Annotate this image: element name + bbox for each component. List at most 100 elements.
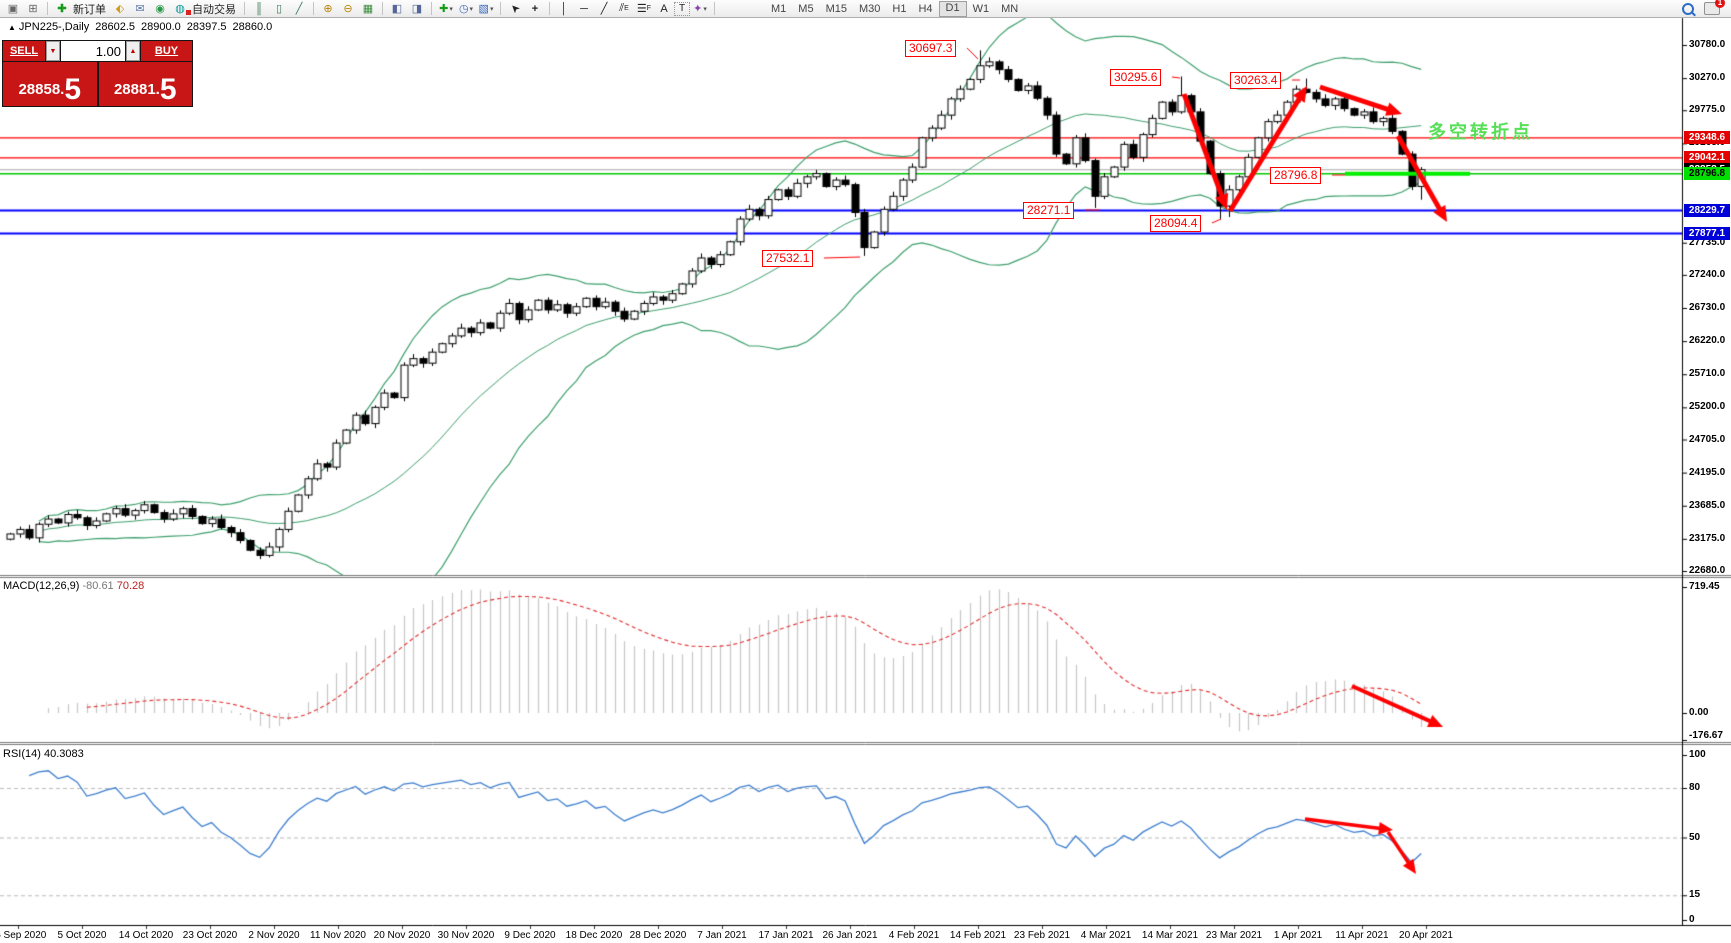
sell-price-main: 28858	[18, 81, 61, 98]
auto-arrange-icon[interactable]: ◧	[391, 3, 403, 15]
text-label-tool-icon[interactable]: T	[674, 1, 690, 16]
price-annotation-label[interactable]: 27532.1	[762, 250, 814, 267]
separator	[313, 2, 314, 15]
date-axis-label: 30 Nov 2020	[437, 930, 495, 941]
chat-icon[interactable]: 1	[1704, 0, 1725, 15]
sell-price-display[interactable]: 28858. 5	[3, 62, 97, 106]
vertical-line-tool-icon[interactable]: │	[560, 2, 568, 15]
timeframe-h1-button[interactable]: H1	[892, 2, 907, 15]
timeframe-w1-button[interactable]: W1	[972, 2, 990, 15]
separator	[500, 2, 501, 15]
cursor-tool-icon[interactable]: ➤	[507, 0, 523, 16]
date-axis-label: 23 Oct 2020	[182, 930, 238, 941]
symbol-close: 28860.0	[232, 21, 273, 33]
chart-window-icon[interactable]: ▣	[7, 3, 19, 15]
publish-icon[interactable]: ✉	[135, 3, 145, 15]
axis-price-label: 27735.0	[1689, 236, 1726, 248]
axis-price-label: 23685.0	[1689, 499, 1726, 511]
separator	[549, 2, 550, 15]
date-axis-label: 28 Dec 2020	[629, 930, 687, 941]
date-axis-label: 14 Feb 2021	[949, 930, 1007, 941]
price-annotation-label[interactable]: 30697.3	[905, 40, 957, 57]
price-annotation-label[interactable]: 28796.8	[1270, 167, 1322, 184]
line-chart-type-icon[interactable]: ╱	[295, 3, 303, 15]
new-order-icon[interactable]: ✚	[57, 3, 67, 15]
period-clock-icon[interactable]: ◷ ▾	[458, 3, 474, 15]
symbol-name: JPN225-,Daily	[18, 21, 90, 33]
price-annotation-label[interactable]: 30263.4	[1230, 72, 1282, 89]
sell-button[interactable]: SELL	[3, 41, 45, 61]
axis-price-label: 23175.0	[1689, 532, 1726, 544]
buy-price-display[interactable]: 28881. 5	[98, 62, 192, 106]
date-axis-label: 26 Jan 2021	[822, 930, 878, 941]
arrows-tool-icon[interactable]: ✦ ▾	[693, 3, 707, 15]
bar-chart-type-icon[interactable]: ║	[255, 2, 263, 15]
timeframe-m30-button[interactable]: M30	[858, 2, 881, 15]
new-order-button[interactable]: 新订单	[73, 3, 106, 16]
buy-price-decimal: 5	[159, 73, 177, 106]
trendline-tool-icon[interactable]: ╱	[600, 3, 608, 15]
axis-price-badge: 29042.1	[1684, 151, 1730, 165]
candlestick-type-icon[interactable]: ▯	[275, 3, 283, 15]
rsi-axis-label: 0	[1689, 914, 1695, 925]
buy-button[interactable]: BUY	[141, 41, 192, 61]
date-axis-label: 4 Feb 2021	[888, 930, 940, 941]
buy-price-point: .	[155, 81, 160, 98]
price-annotation-label[interactable]: 28094.4	[1150, 215, 1202, 232]
buy-price-main: 28881	[113, 81, 156, 98]
rsi-pane-label: RSI(14) 40.3083	[3, 748, 84, 760]
text-tool-icon[interactable]: A	[660, 2, 668, 15]
axis-price-label: 25710.0	[1689, 368, 1726, 380]
zoom-out-icon[interactable]: ⊖	[343, 3, 353, 15]
axis-price-label: 30780.0	[1689, 39, 1726, 50]
volume-up-stepper[interactable]: ▲	[126, 41, 140, 61]
separator	[47, 2, 48, 15]
zoom-in-icon[interactable]: ⊕	[323, 3, 333, 15]
date-axis-label: 25 Sep 2020	[0, 930, 47, 941]
collapse-triangle-icon[interactable]: ▲	[8, 23, 16, 32]
axis-price-label: 22680.0	[1689, 565, 1726, 576]
timeframe-h4-button[interactable]: H4	[918, 2, 933, 15]
turning-point-annotation: 多空转折点	[1428, 122, 1533, 142]
separator	[431, 2, 432, 15]
macd-name: MACD(12,26,9)	[3, 580, 80, 592]
volume-input[interactable]: 1.00	[61, 41, 125, 61]
date-axis-label: 23 Mar 2021	[1205, 930, 1263, 941]
volume-down-stepper[interactable]: ▼	[46, 41, 60, 61]
axis-price-badge: 27877.1	[1684, 227, 1730, 240]
axis-price-badge: 28229.7	[1684, 204, 1730, 218]
crosshair-tool-icon[interactable]: +	[531, 2, 539, 15]
horizontal-line-tool-icon[interactable]: ─	[580, 2, 588, 15]
axis-price-label: 25200.0	[1689, 401, 1726, 413]
macd-axis-label: 719.45	[1689, 581, 1720, 592]
add-indicator-icon[interactable]: ✚ ▾	[439, 3, 453, 15]
timeframe-m5-button[interactable]: M5	[798, 2, 814, 15]
market-watch-icon[interactable]: ⊞	[28, 3, 38, 15]
price-annotation-label[interactable]: 28271.1	[1023, 202, 1075, 219]
chart-shift-icon[interactable]: ◨	[411, 3, 423, 15]
symbol-low: 28397.5	[186, 21, 227, 33]
channel-tool-icon[interactable]: ⫽ E	[619, 2, 629, 14]
autotrade-icon[interactable]: ◍	[175, 3, 185, 15]
signals-icon[interactable]: ◉	[155, 3, 165, 15]
search-icon[interactable]	[1682, 2, 1694, 15]
timeframe-m15-button[interactable]: M15	[825, 2, 847, 15]
tile-windows-icon[interactable]: ▦	[362, 3, 374, 15]
price-annotation-label[interactable]: 30295.6	[1110, 69, 1162, 86]
autotrade-stopped-dot	[186, 9, 191, 15]
fibonacci-tool-icon[interactable]: ☰ F	[636, 3, 652, 15]
autotrade-button[interactable]: 自动交易	[192, 3, 236, 16]
date-axis-label: 1 Apr 2021	[1273, 930, 1323, 941]
date-axis-label: 20 Nov 2020	[373, 930, 431, 941]
date-axis-label: 20 Apr 2021	[1399, 930, 1453, 941]
eraser-icon[interactable]: ⬖	[115, 3, 125, 15]
rsi-axis-label: 80	[1689, 782, 1701, 793]
timeframe-mn-button[interactable]: MN	[1001, 2, 1019, 15]
separator	[382, 2, 383, 15]
timeframe-d1-button[interactable]: D1	[938, 0, 967, 17]
rsi-axis-label: 15	[1689, 889, 1701, 901]
timeframe-m1-button[interactable]: M1	[771, 2, 787, 15]
macd-main-value: -80.61	[82, 580, 114, 592]
template-icon[interactable]: ▧ ▾	[478, 3, 494, 15]
